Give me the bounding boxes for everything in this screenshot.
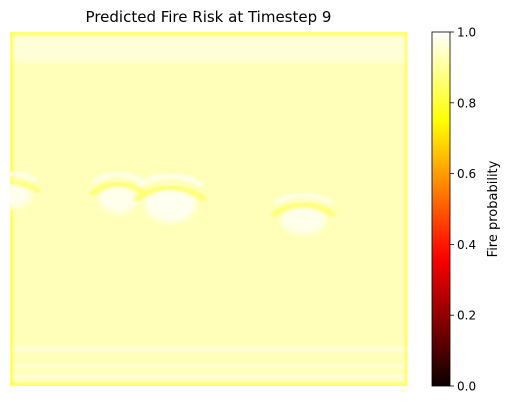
feature-crest [10,179,41,194]
feature-trough [280,203,326,235]
colorbar-tick-label: 0.6 [457,167,476,181]
feature-outer-ring [136,173,204,188]
feature-trough [144,186,196,223]
colorbar-tick-label: 0.0 [457,380,476,394]
colorbar-tick-label: 0.4 [457,238,476,252]
colorbar-tick-label: 0.2 [457,309,476,323]
feature-crest [133,185,207,202]
colorbar-gradient [431,31,451,387]
colorbar-ticks: 0.0 0.2 0.4 0.6 0.8 1.0 [450,26,476,394]
heatmap-feature-blob-3 [270,192,336,235]
colorbar: 0.0 0.2 0.4 0.6 0.8 1.0 Fire probability [431,26,501,394]
bottom-pale-band [10,364,407,368]
feature-outer-ring [10,170,38,183]
border-bottom [10,383,407,386]
feature-crest [89,181,147,196]
colorbar-tick-label: 1.0 [457,26,476,40]
heatmap-feature-blob-2 [133,173,207,223]
feature-trough [98,182,138,214]
colorbar-tick-label: 0.8 [457,96,476,110]
heatmap-feature-blob-left-edge [10,170,41,209]
border-right [404,32,407,386]
feature-outer-ring [273,192,333,206]
feature-crest [270,202,336,217]
heatmap-feature-blob-1 [89,171,147,214]
border-left [10,32,13,386]
bottom-pale-band [10,374,407,379]
feature-trough [10,181,31,209]
bottom-pale-band [10,346,407,352]
colorbar-label: Fire probability [486,160,501,257]
border-top [10,32,407,35]
top-pale-band [10,36,407,62]
feature-outer-ring [92,171,144,185]
heatmap-plot-area [10,32,407,386]
heatmap-background [10,32,407,386]
chart-title: Predicted Fire Risk at Timestep 9 [86,8,332,26]
